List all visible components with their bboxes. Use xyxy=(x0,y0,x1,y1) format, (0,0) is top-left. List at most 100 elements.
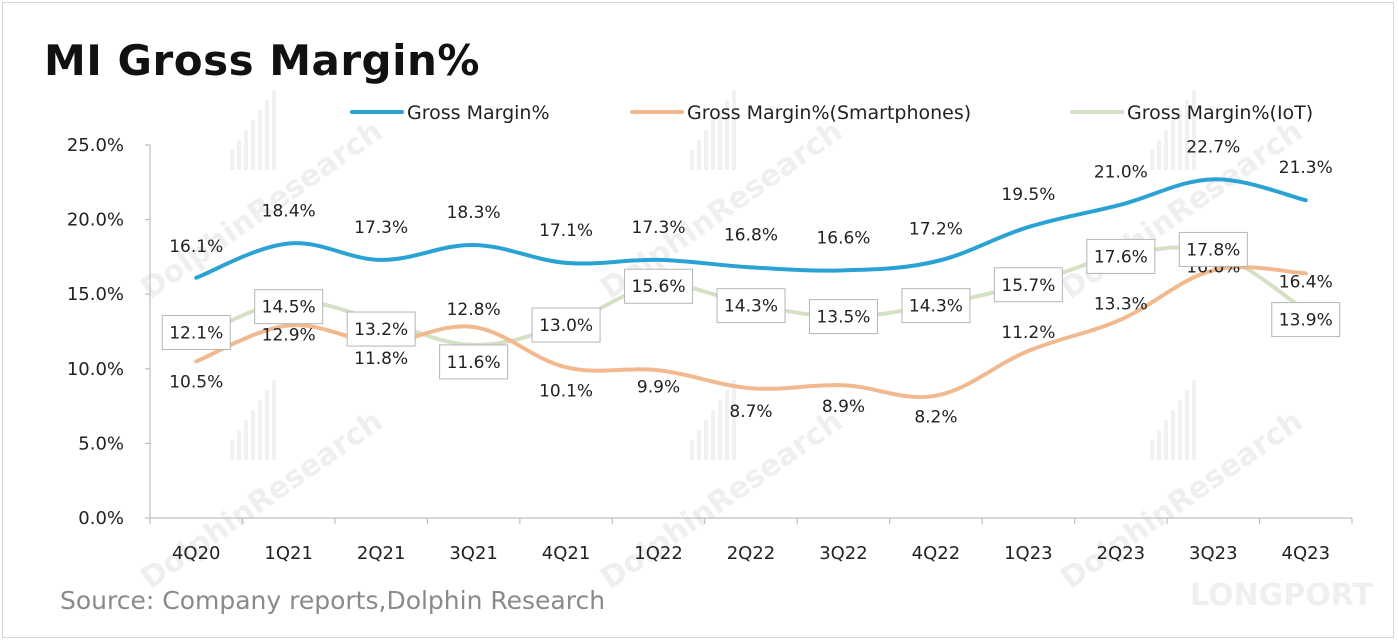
y-tick-label: 5.0% xyxy=(78,433,124,454)
watermark-bar xyxy=(725,390,729,460)
data-label: 8.7% xyxy=(729,402,772,422)
data-label: 11.2% xyxy=(1001,323,1055,343)
watermark-bar xyxy=(237,140,241,170)
watermark: DolphinResearch xyxy=(595,380,849,597)
data-label: 12.8% xyxy=(447,300,501,320)
data-label: 16.8% xyxy=(724,225,778,245)
data-label-box xyxy=(531,307,601,343)
watermark-bar xyxy=(1192,380,1196,460)
watermark: DolphinResearch xyxy=(1055,380,1309,597)
data-label: 15.7% xyxy=(1001,276,1055,296)
data-label-box xyxy=(346,311,416,347)
data-label: 16.6% xyxy=(816,228,870,248)
watermark-layer: DolphinResearch DolphinResearch DolphinRes… xyxy=(135,90,1374,613)
watermark-bar xyxy=(711,410,715,460)
source-note: Source: Company reports,Dolphin Research xyxy=(60,586,606,615)
data-label: 13.9% xyxy=(1279,311,1333,331)
watermark-bar xyxy=(1157,430,1161,460)
watermark-bar xyxy=(704,130,708,170)
watermark: DolphinResearch xyxy=(135,90,389,307)
watermark-bar xyxy=(690,440,694,460)
watermark-bar xyxy=(1150,150,1154,170)
line-gross-margin xyxy=(194,177,1308,280)
data-label: 21.0% xyxy=(1094,163,1148,183)
watermark-bar xyxy=(1150,440,1154,460)
data-label-box xyxy=(161,314,231,350)
data-label-box xyxy=(254,289,324,325)
data-label-box xyxy=(901,288,971,324)
watermark-bar xyxy=(697,140,701,170)
data-label: 13.5% xyxy=(816,308,870,328)
x-tick-label: 2Q21 xyxy=(357,543,406,564)
watermark-bar xyxy=(1185,100,1189,170)
watermark-bar xyxy=(732,90,736,170)
data-label: 13.2% xyxy=(354,320,408,340)
y-tick-label: 10.0% xyxy=(67,359,124,380)
x-tick-label: 1Q23 xyxy=(1004,543,1053,564)
watermark-bar xyxy=(251,410,255,460)
data-label: 8.9% xyxy=(822,397,865,417)
x-tick-label: 3Q21 xyxy=(449,543,498,564)
data-label: 14.5% xyxy=(262,298,316,318)
data-label: 9.9% xyxy=(637,377,680,397)
data-labels-series: 12.1% 14.5% 13.2% 11.6% 13.0% 15.6% 14.3% 13.5%… xyxy=(161,231,1341,380)
data-label-box xyxy=(1086,238,1156,274)
data-label: 18.3% xyxy=(447,203,501,223)
watermark-brand: LONGPORT xyxy=(1190,578,1374,613)
watermark-bar xyxy=(718,110,722,170)
y-tick-label: 20.0% xyxy=(67,210,124,231)
data-label: 13.0% xyxy=(539,316,593,336)
legend-item: Gross Margin%(Smartphones) xyxy=(630,102,971,124)
data-label: 14.3% xyxy=(724,297,778,317)
watermark-bar xyxy=(251,120,255,170)
data-label: 15.6% xyxy=(632,277,686,297)
data-label: 17.1% xyxy=(539,221,593,241)
chart-title: MI Gross Margin% xyxy=(44,36,480,85)
watermark-bar xyxy=(732,380,736,460)
data-label: 18.4% xyxy=(262,201,316,221)
watermark-bar xyxy=(718,400,722,460)
watermark-bar xyxy=(230,440,234,460)
data-label: 12.1% xyxy=(169,323,223,343)
data-label: 17.3% xyxy=(632,218,686,238)
legend-label: Gross Margin%(Smartphones) xyxy=(687,102,971,124)
data-label: 21.3% xyxy=(1279,158,1333,178)
watermark-bar xyxy=(237,430,241,460)
watermark-bar xyxy=(272,90,276,170)
x-tick-label: 1Q21 xyxy=(264,543,313,564)
x-tick-label: 4Q20 xyxy=(172,543,221,564)
watermark-bar xyxy=(258,110,262,170)
watermark-bar xyxy=(1178,400,1182,460)
axes: 0.0% 5.0% 10.0% 15.0% 20.0% 25.0% 4Q20 1Q21 2Q21… xyxy=(67,135,1353,564)
data-label: 11.6% xyxy=(447,353,501,373)
legend: Gross Margin% Gross Margin%(Smartphones) G… xyxy=(350,102,1313,124)
watermark-bar xyxy=(265,390,269,460)
watermark-bar xyxy=(272,380,276,460)
data-label: 12.9% xyxy=(262,326,316,346)
watermark-bar xyxy=(704,420,708,460)
watermark-bar xyxy=(697,430,701,460)
watermark-bar xyxy=(230,150,234,170)
data-label-box xyxy=(716,288,786,324)
y-tick-label: 25.0% xyxy=(67,135,124,156)
x-tick-label: 3Q22 xyxy=(819,543,868,564)
watermark-bar xyxy=(1192,90,1196,170)
y-tick-label: 0.0% xyxy=(78,508,124,529)
data-label-box xyxy=(439,344,509,380)
data-label: 19.5% xyxy=(1001,185,1055,205)
x-tick-label: 4Q23 xyxy=(1282,543,1331,564)
data-label: 17.8% xyxy=(1186,240,1240,260)
data-label-box xyxy=(1271,302,1341,338)
data-label: 17.3% xyxy=(354,218,408,238)
data-labels-series: 16.1% 18.4% 17.3% 18.3% 17.1% 17.3% 16.8% 16.6%… xyxy=(169,137,1333,256)
data-label: 16.1% xyxy=(169,237,223,257)
data-label: 11.8% xyxy=(354,349,408,369)
data-label-box xyxy=(993,267,1063,303)
x-tick-label: 1Q22 xyxy=(634,543,683,564)
x-tick-label: 3Q23 xyxy=(1189,543,1238,564)
watermark-bar xyxy=(725,100,729,170)
data-label: 17.6% xyxy=(1094,247,1148,267)
data-label: 10.5% xyxy=(169,372,223,392)
